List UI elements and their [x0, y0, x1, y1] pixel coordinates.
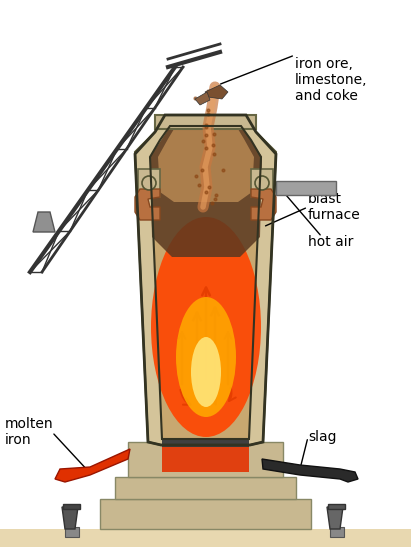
FancyBboxPatch shape — [128, 442, 283, 477]
Polygon shape — [150, 127, 262, 439]
FancyBboxPatch shape — [115, 477, 296, 499]
Polygon shape — [150, 127, 262, 257]
FancyBboxPatch shape — [162, 438, 249, 450]
Polygon shape — [135, 117, 276, 445]
Polygon shape — [251, 189, 276, 220]
Point — [202, 131, 209, 139]
Point — [205, 109, 212, 118]
Ellipse shape — [151, 217, 261, 437]
Ellipse shape — [176, 297, 236, 417]
Point — [203, 188, 210, 197]
FancyBboxPatch shape — [330, 527, 344, 537]
FancyBboxPatch shape — [155, 115, 256, 129]
Point — [205, 106, 211, 114]
Point — [205, 87, 211, 96]
FancyBboxPatch shape — [0, 529, 411, 547]
FancyBboxPatch shape — [251, 169, 273, 197]
Polygon shape — [158, 129, 254, 202]
Polygon shape — [195, 92, 210, 105]
Point — [206, 182, 212, 191]
Text: iron ore,
limestone,
and coke: iron ore, limestone, and coke — [295, 57, 367, 103]
Circle shape — [142, 176, 156, 190]
Point — [203, 143, 210, 152]
Text: slag: slag — [308, 430, 337, 444]
FancyBboxPatch shape — [328, 504, 345, 509]
Text: molten
iron: molten iron — [5, 417, 53, 447]
Point — [219, 89, 226, 97]
Polygon shape — [262, 459, 358, 482]
Point — [195, 95, 202, 104]
Point — [218, 86, 225, 95]
Polygon shape — [55, 449, 130, 482]
Point — [199, 137, 206, 146]
Polygon shape — [62, 507, 78, 529]
Point — [209, 140, 216, 149]
Point — [213, 191, 219, 200]
FancyBboxPatch shape — [63, 504, 80, 509]
Point — [219, 166, 226, 175]
Polygon shape — [33, 212, 55, 232]
Polygon shape — [205, 85, 228, 99]
FancyBboxPatch shape — [162, 447, 249, 472]
Point — [212, 195, 219, 203]
Point — [193, 172, 199, 181]
Point — [209, 199, 215, 207]
Point — [199, 165, 205, 174]
Point — [195, 181, 202, 189]
Point — [202, 123, 209, 132]
Point — [211, 130, 217, 138]
FancyBboxPatch shape — [276, 181, 336, 195]
Point — [207, 90, 214, 98]
FancyBboxPatch shape — [65, 527, 79, 537]
Circle shape — [255, 176, 269, 190]
FancyBboxPatch shape — [100, 499, 311, 529]
Polygon shape — [135, 189, 160, 220]
Point — [192, 94, 198, 102]
FancyBboxPatch shape — [138, 169, 160, 197]
Text: blast
furnace: blast furnace — [308, 192, 361, 222]
Polygon shape — [327, 507, 343, 529]
Text: hot air: hot air — [308, 235, 353, 249]
Ellipse shape — [191, 337, 221, 407]
Point — [203, 120, 210, 129]
Point — [211, 150, 218, 159]
